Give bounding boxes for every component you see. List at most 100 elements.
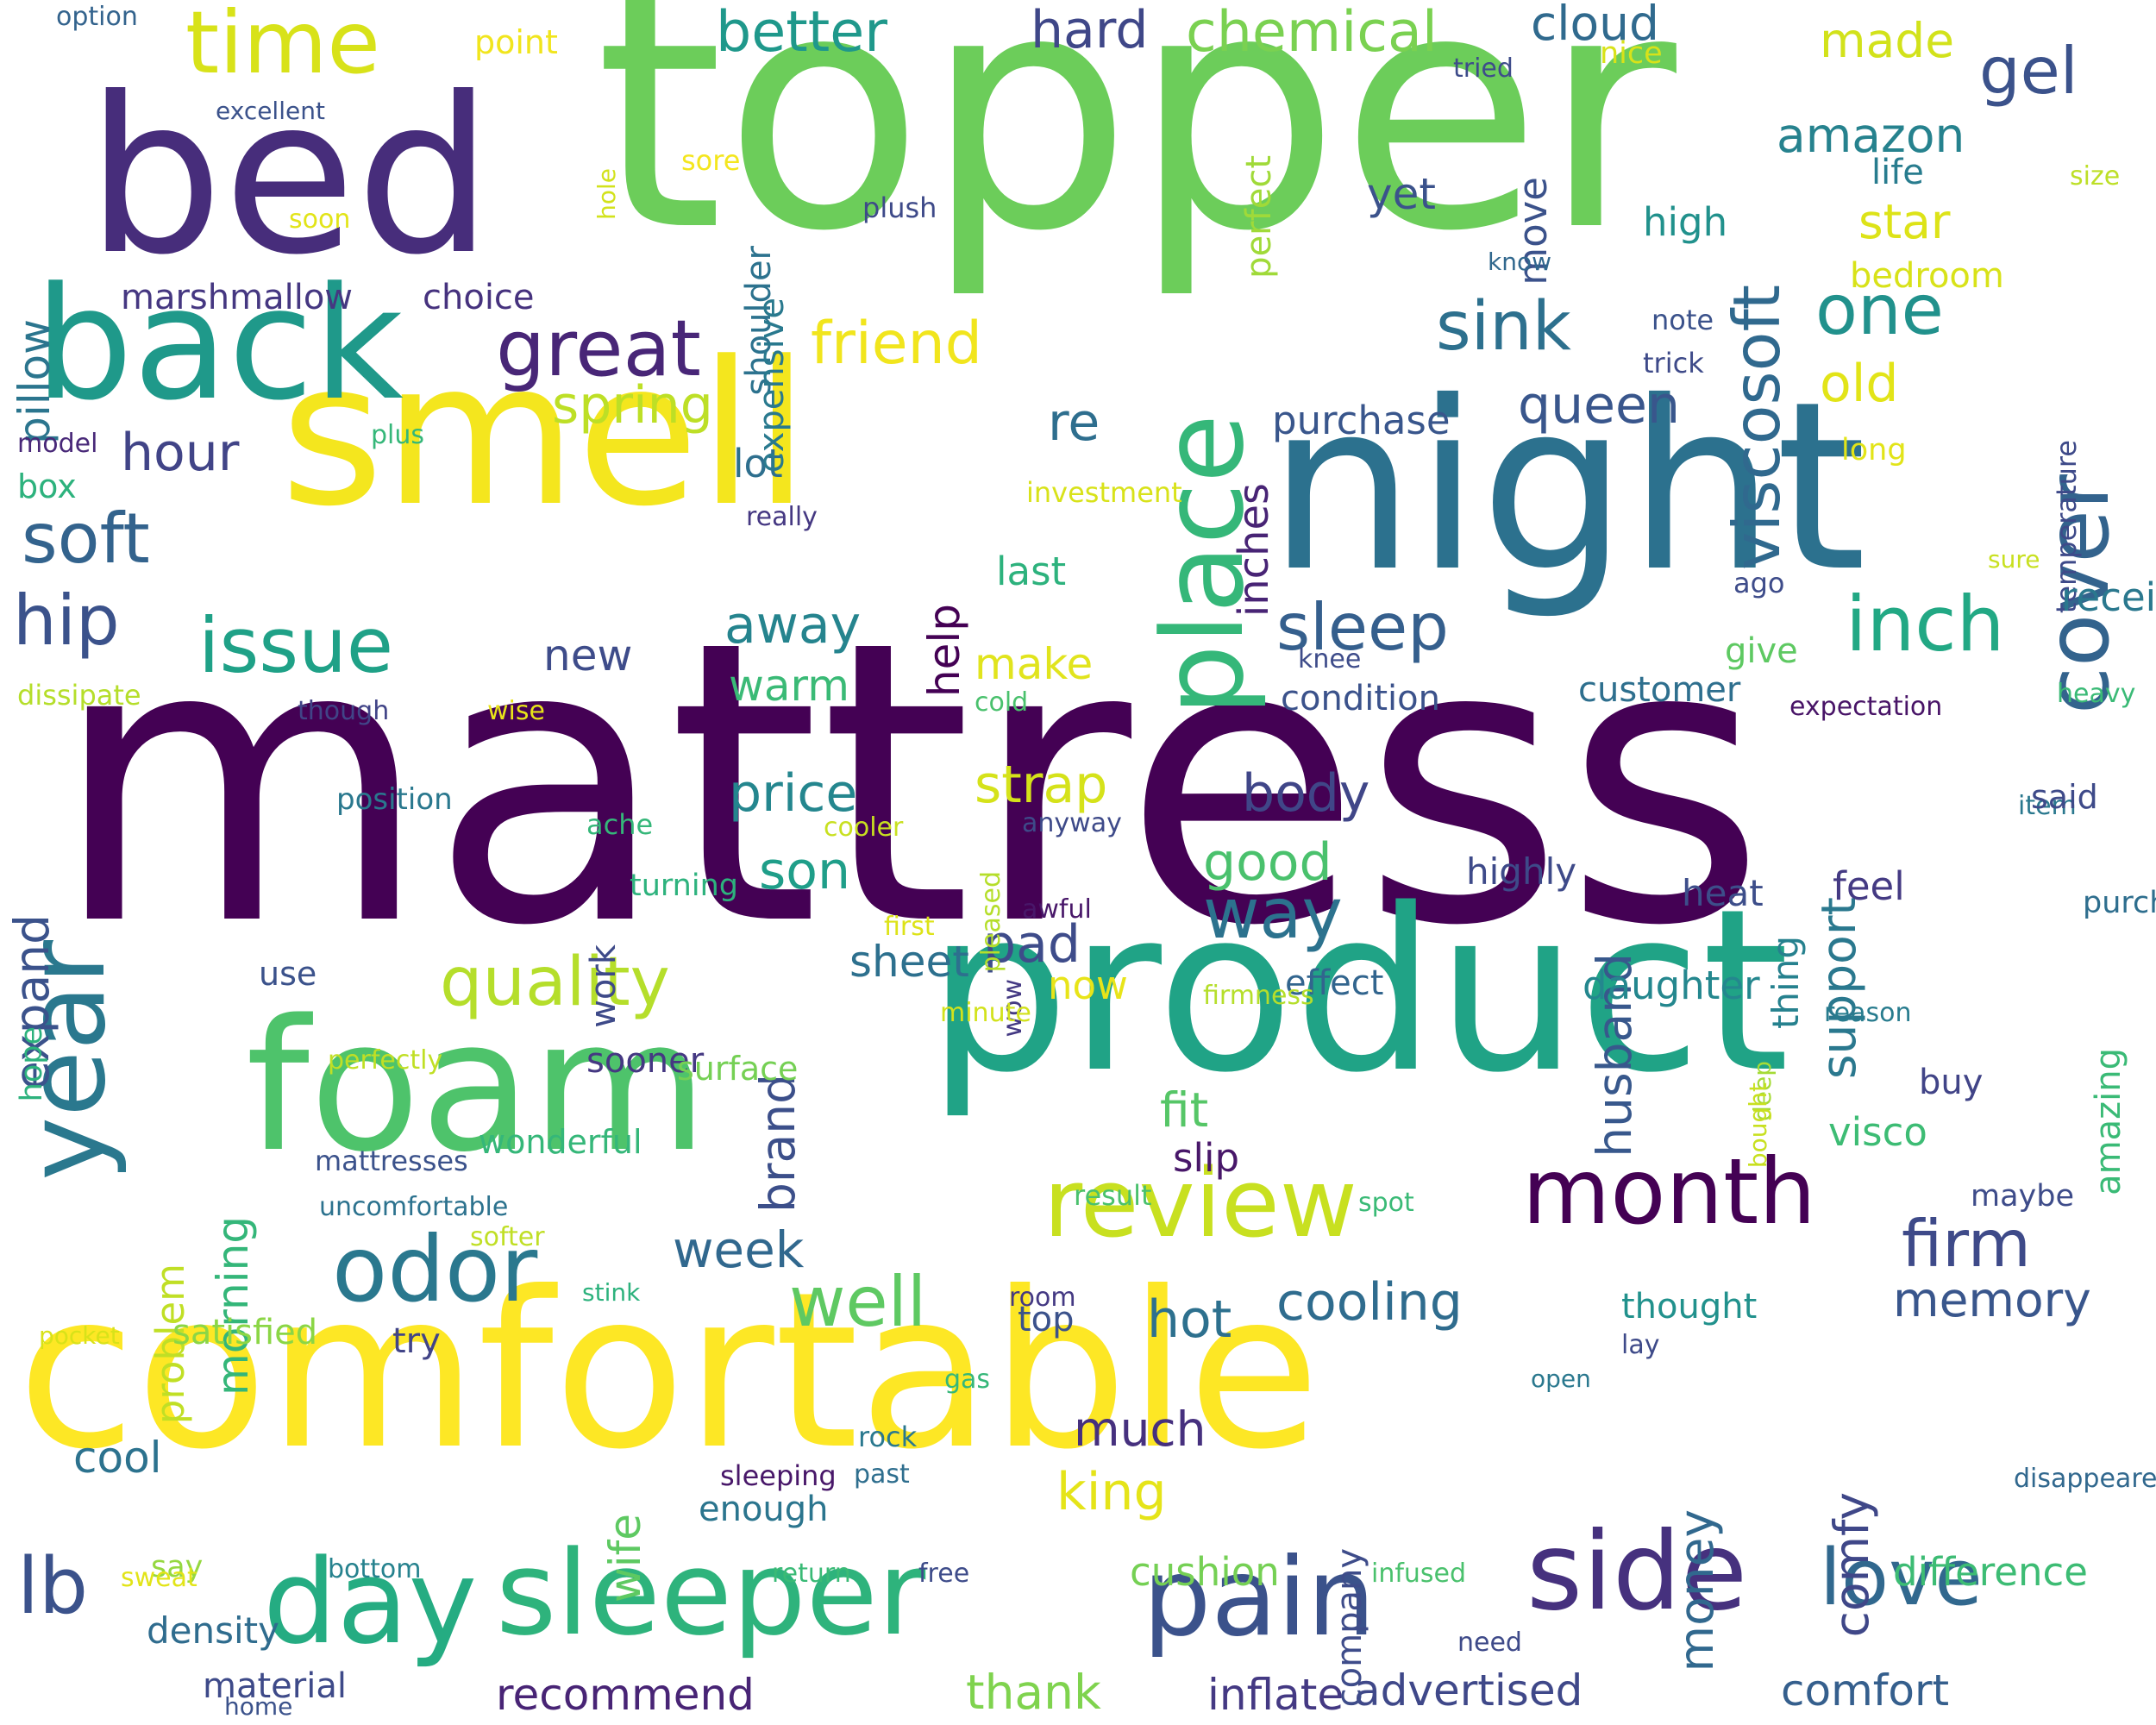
word-expensive: expensive (752, 298, 792, 474)
word-issue: issue (198, 601, 394, 690)
word-back: back (34, 254, 404, 435)
word-wonderful: wonderful (479, 1123, 642, 1161)
word-spot: spot (1358, 1188, 1414, 1218)
word-buy: buy (1919, 1063, 1984, 1102)
word-star: star (1858, 194, 1951, 249)
word-disappeared: disappeared (2014, 1464, 2156, 1494)
word-sleeper: sleeper (496, 1526, 926, 1661)
word-way: way (1203, 874, 1343, 954)
word-money: money (1669, 1509, 1724, 1672)
word-fit: fit (1160, 1082, 1209, 1138)
word-sweat: sweat (121, 1563, 197, 1593)
word-advertised: advertised (1354, 1665, 1583, 1716)
word-purchase: purchase (1272, 398, 1451, 443)
word-purchased: purchased (2083, 886, 2156, 920)
word-morning: morning (208, 1216, 258, 1396)
word-plush: plush (862, 191, 937, 224)
word-cushion: cushion (1130, 1549, 1280, 1595)
word-tried: tried (1453, 53, 1514, 84)
word-investment: investment (1026, 476, 1182, 509)
word-comfort: comfort (1781, 1665, 1950, 1716)
word-open: open (1531, 1364, 1591, 1393)
word-lay: lay (1621, 1330, 1660, 1360)
word-turning: turning (630, 869, 738, 903)
word-time: time (185, 0, 380, 93)
word-uncomfortable: uncomfortable (319, 1192, 509, 1222)
word-room: room (1009, 1283, 1076, 1313)
word-option: option (56, 2, 138, 32)
word-maybe: maybe (1971, 1179, 2075, 1214)
word-plus: plus (371, 420, 425, 450)
word-wife: wife (600, 1514, 650, 1603)
word-pillow: pillow (9, 319, 60, 444)
word-box: box (17, 467, 77, 505)
word-odor: odor (332, 1217, 538, 1322)
word-wise: wise (487, 696, 545, 726)
word-much: much (1074, 1402, 1206, 1457)
word-sooner: sooner (586, 1041, 705, 1081)
word-difference: difference (1893, 1549, 2088, 1595)
word-customer: customer (1578, 670, 1741, 710)
word-awful: awful (1022, 894, 1092, 925)
word-cloud: cloud (1531, 0, 1659, 51)
word-queen: queen (1518, 375, 1680, 436)
word-made: made (1820, 13, 1955, 68)
word-lb: lb (17, 1541, 89, 1632)
word-day: day (263, 1534, 478, 1670)
word-king: king (1056, 1462, 1167, 1522)
word-ago: ago (1733, 567, 1785, 599)
word-re: re (1048, 392, 1100, 453)
word-soon: soon (289, 204, 351, 235)
word-past: past (854, 1459, 910, 1490)
word-away: away (724, 595, 862, 656)
word-amazon: amazon (1777, 108, 1965, 163)
word-cooling: cooling (1276, 1272, 1463, 1333)
word-top: top (1018, 1300, 1075, 1339)
word-firm: firm (1902, 1206, 2031, 1282)
word-really: really (746, 502, 818, 532)
word-new: new (543, 630, 633, 681)
word-inflate: inflate (1207, 1670, 1344, 1720)
word-spring: spring (552, 375, 713, 436)
word-one: one (1815, 270, 1944, 350)
word-sure: sure (1988, 545, 2040, 574)
word-smell: smell (280, 320, 810, 550)
word-size: size (2070, 161, 2121, 191)
word-old: old (1820, 354, 1899, 414)
word-highly: highly (1466, 850, 1577, 893)
word-warm: warm (729, 661, 849, 711)
word-say: say (151, 1550, 204, 1584)
word-anyway: anyway (1022, 808, 1122, 838)
word-strap: strap (975, 755, 1108, 815)
word-point: point (474, 23, 558, 61)
word-hard: hard (1031, 0, 1149, 60)
word-cooler: cooler (824, 812, 904, 843)
word-model: model (17, 429, 98, 459)
word-bought: bought (1744, 1082, 1772, 1169)
word-cool: cool (73, 1433, 162, 1483)
word-price: price (729, 763, 858, 824)
word-trick: trick (1643, 347, 1704, 380)
word-well: well (789, 1262, 927, 1342)
word-condition: condition (1281, 679, 1440, 718)
word-ache: ache (586, 808, 654, 841)
word-topper: topper (595, 0, 1677, 303)
word-satisfied: satisfied (172, 1313, 318, 1352)
word-mattress: mattress (52, 559, 1766, 1011)
word-softer: softer (470, 1222, 545, 1252)
word-hour: hour (121, 423, 240, 483)
word-pain: pain (1143, 1535, 1376, 1660)
word-feel: feel (1833, 863, 1905, 909)
word-heavy: heavy (2057, 679, 2136, 709)
word-expectation: expectation (1789, 692, 1943, 722)
word-son: son (759, 841, 850, 901)
word-dissipate: dissipate (17, 679, 141, 712)
word-better: better (716, 0, 887, 65)
word-minute: minute (940, 998, 1031, 1028)
word-body: body (1242, 763, 1370, 824)
word-perfect: perfect (1239, 155, 1279, 279)
word-though: though (298, 696, 390, 726)
word-yet: yet (1367, 169, 1436, 219)
word-material: material (203, 1666, 347, 1706)
word-inches: inches (1230, 483, 1278, 618)
